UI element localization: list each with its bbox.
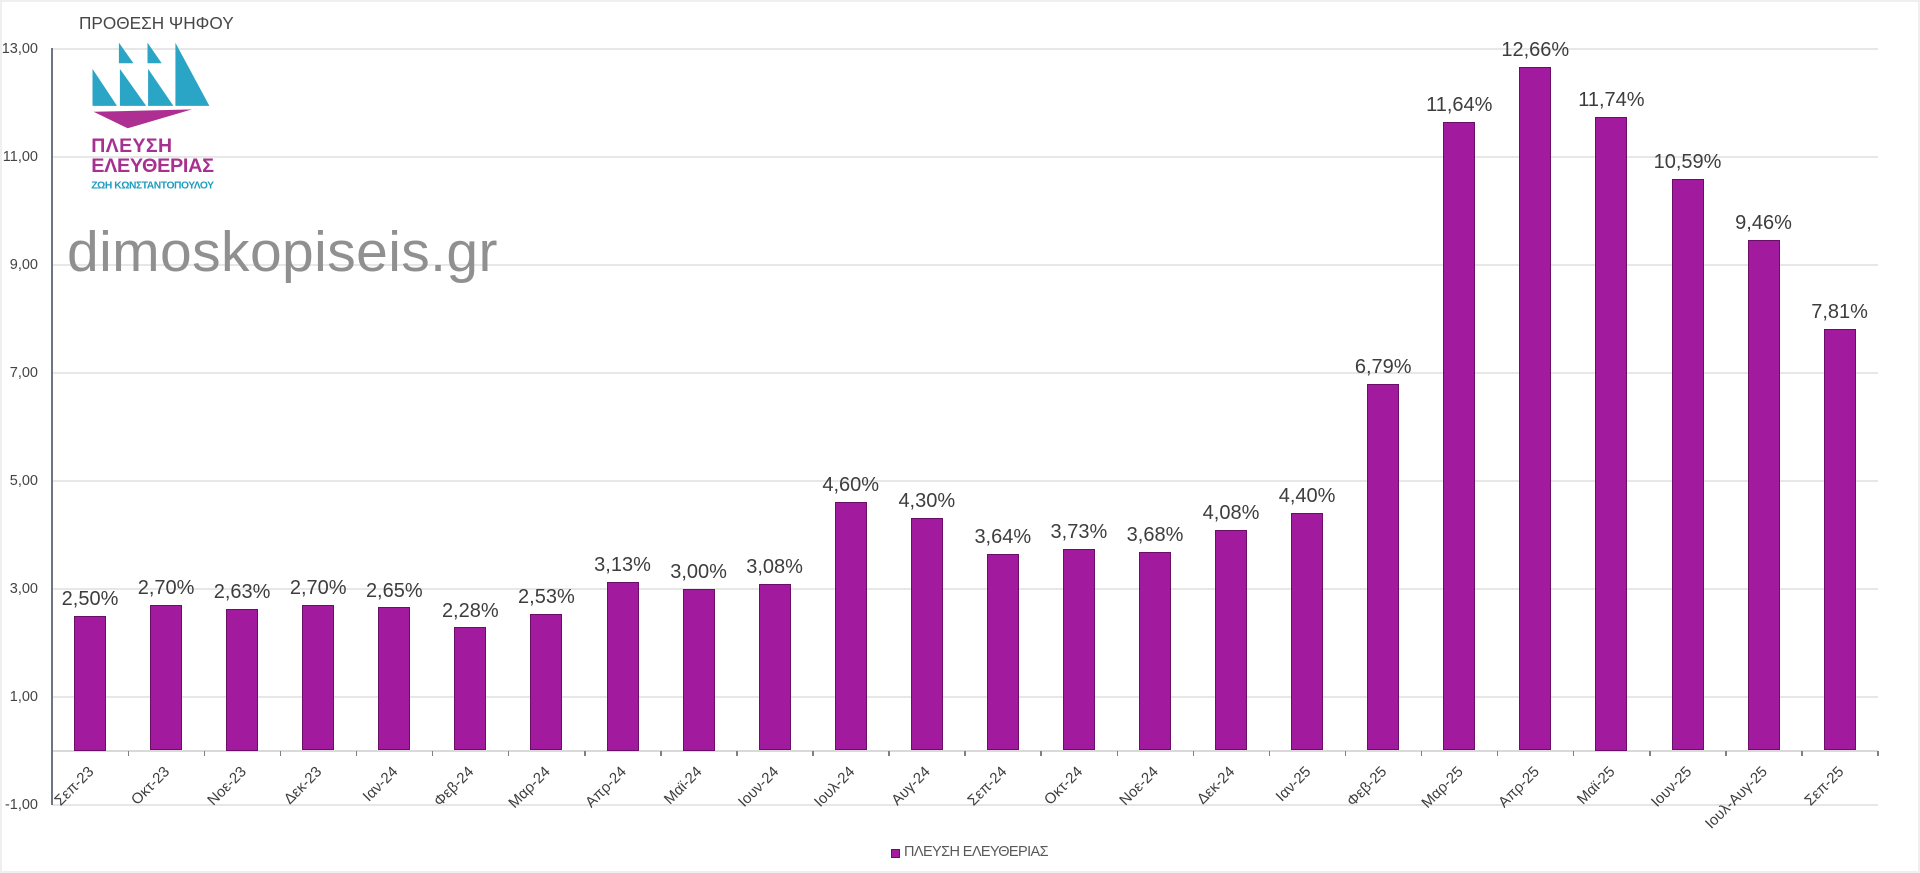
svg-text:ΕΛΕΥΘΕΡΙΑΣ: ΕΛΕΥΘΕΡΙΑΣ bbox=[91, 155, 214, 177]
svg-text:ΖΩΗ ΚΩΝΣΤΑΝΤΟΠΟΥΛΟΥ: ΖΩΗ ΚΩΝΣΤΑΝΤΟΠΟΥΛΟΥ bbox=[91, 181, 214, 192]
svg-text:ΠΛΕΥΣΗ: ΠΛΕΥΣΗ bbox=[91, 135, 172, 157]
